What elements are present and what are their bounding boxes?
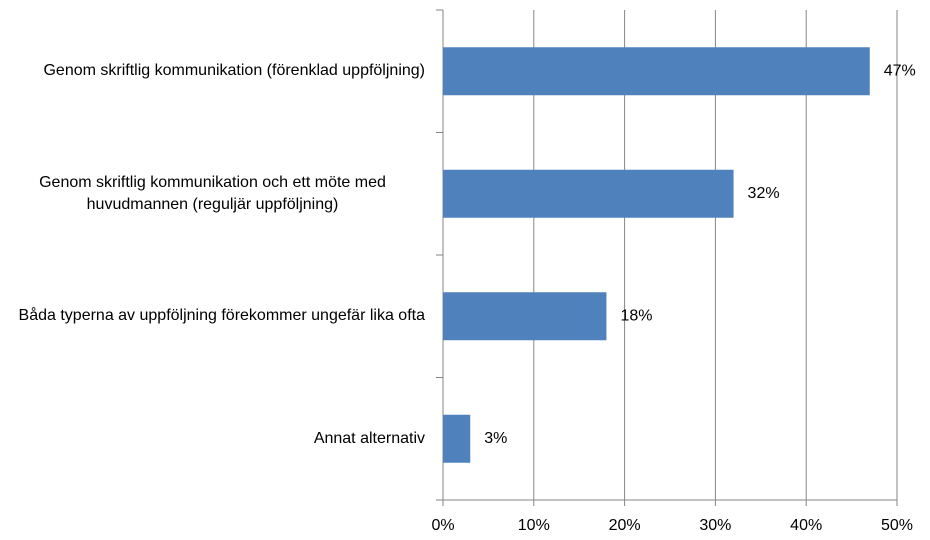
value-label: 32% [748,185,780,202]
bar [443,292,607,341]
category-text: Genom skriftlig kommunikation (förenklad… [43,62,425,80]
category-label: Genom skriftlig kommunikation och ett mö… [0,172,425,216]
x-tick-label: 40% [790,517,822,534]
x-tick-label: 30% [699,517,731,534]
bar [443,169,734,218]
value-label: 18% [620,307,652,324]
value-label: 3% [484,430,507,447]
x-tick-label: 20% [609,517,641,534]
category-label: Annat alternativ [0,428,425,450]
bar [443,414,471,463]
category-text: Annat alternativ [313,429,425,447]
bar [443,47,870,96]
category-text: Genom skriftlig kommunikation och ett mö… [39,173,386,213]
x-tick-label: 50% [881,517,913,534]
x-tick-label: 10% [518,517,550,534]
value-label: 47% [884,62,916,79]
category-label: Genom skriftlig kommunikation (förenklad… [0,60,425,82]
x-tick-label: 0% [431,517,454,534]
category-label: Båda typerna av uppföljning förekommer u… [0,305,425,327]
category-text: Båda typerna av uppföljning förekommer u… [18,307,425,325]
